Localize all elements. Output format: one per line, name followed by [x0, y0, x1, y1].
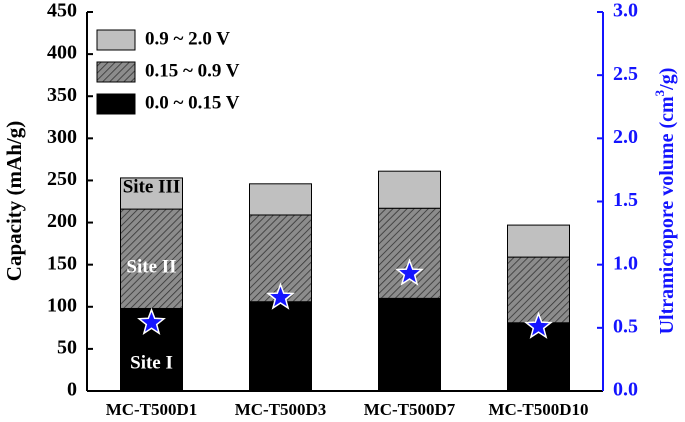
y2-tick-label: 2.5: [613, 63, 638, 85]
y2-label-text: Ultramicropore volume (cm: [656, 96, 678, 334]
bar-segment: [378, 207, 441, 299]
bar-segment: [378, 170, 441, 209]
x-tick-label: MC-T500D3: [235, 400, 327, 419]
bar-segment: [249, 183, 312, 216]
y2-tick-label: 0.0: [613, 379, 638, 401]
legend-swatch: [96, 93, 136, 115]
star-marker: [524, 311, 553, 339]
y2-label-sup: 3: [652, 89, 667, 96]
y-tick-label: 450: [47, 0, 77, 22]
y-axis-label: Capacity (mAh/g): [2, 121, 26, 281]
bar-segment: [507, 224, 570, 258]
annotation: Site I: [130, 352, 173, 373]
annotation: Site II: [126, 256, 176, 277]
x-tick-label: MC-T500D10: [488, 400, 588, 419]
y-tick-label: 150: [47, 252, 77, 274]
star-marker: [395, 258, 424, 286]
y2-tick-label: 3.0: [613, 0, 638, 22]
y-tick-label: 200: [47, 210, 77, 232]
y-tick-label: 0: [67, 379, 77, 401]
y2-tick-label: 1.0: [613, 252, 638, 274]
y-tick-label: 400: [47, 42, 77, 64]
bar-segment: [120, 208, 183, 309]
y2-tick-label: 1.5: [613, 189, 638, 211]
x-tick-label: MC-T500D7: [364, 400, 456, 419]
star-marker: [137, 307, 166, 336]
legend-label: 0.15 ~ 0.9 V: [145, 60, 240, 81]
y-tick-label: 350: [47, 84, 77, 106]
y2-tick-label: 0.5: [613, 315, 638, 337]
star-marker: [266, 282, 295, 310]
legend-swatch: [96, 29, 136, 51]
y2-tick-label: 2.0: [613, 126, 638, 148]
y-tick-label: 300: [47, 126, 77, 148]
bar-segment: [507, 322, 570, 392]
legend-label: 0.0 ~ 0.15 V: [145, 92, 240, 113]
y-tick-label: 250: [47, 168, 77, 190]
bar-segment: [249, 301, 312, 392]
x-tick-label: MC-T500D1: [106, 400, 198, 419]
legend-label: 0.9 ~ 2.0 V: [145, 28, 230, 49]
y-tick-label: 100: [47, 294, 77, 316]
legend-swatch: [96, 61, 136, 83]
bar-segment: [378, 297, 441, 392]
y2-axis-label: Ultramicropore volume (cm3/g): [652, 68, 678, 335]
bar-segment: [120, 177, 183, 210]
y-tick-label: 50: [57, 336, 77, 358]
annotation: Site III: [123, 176, 181, 197]
y2-label-text: /g): [656, 68, 678, 91]
